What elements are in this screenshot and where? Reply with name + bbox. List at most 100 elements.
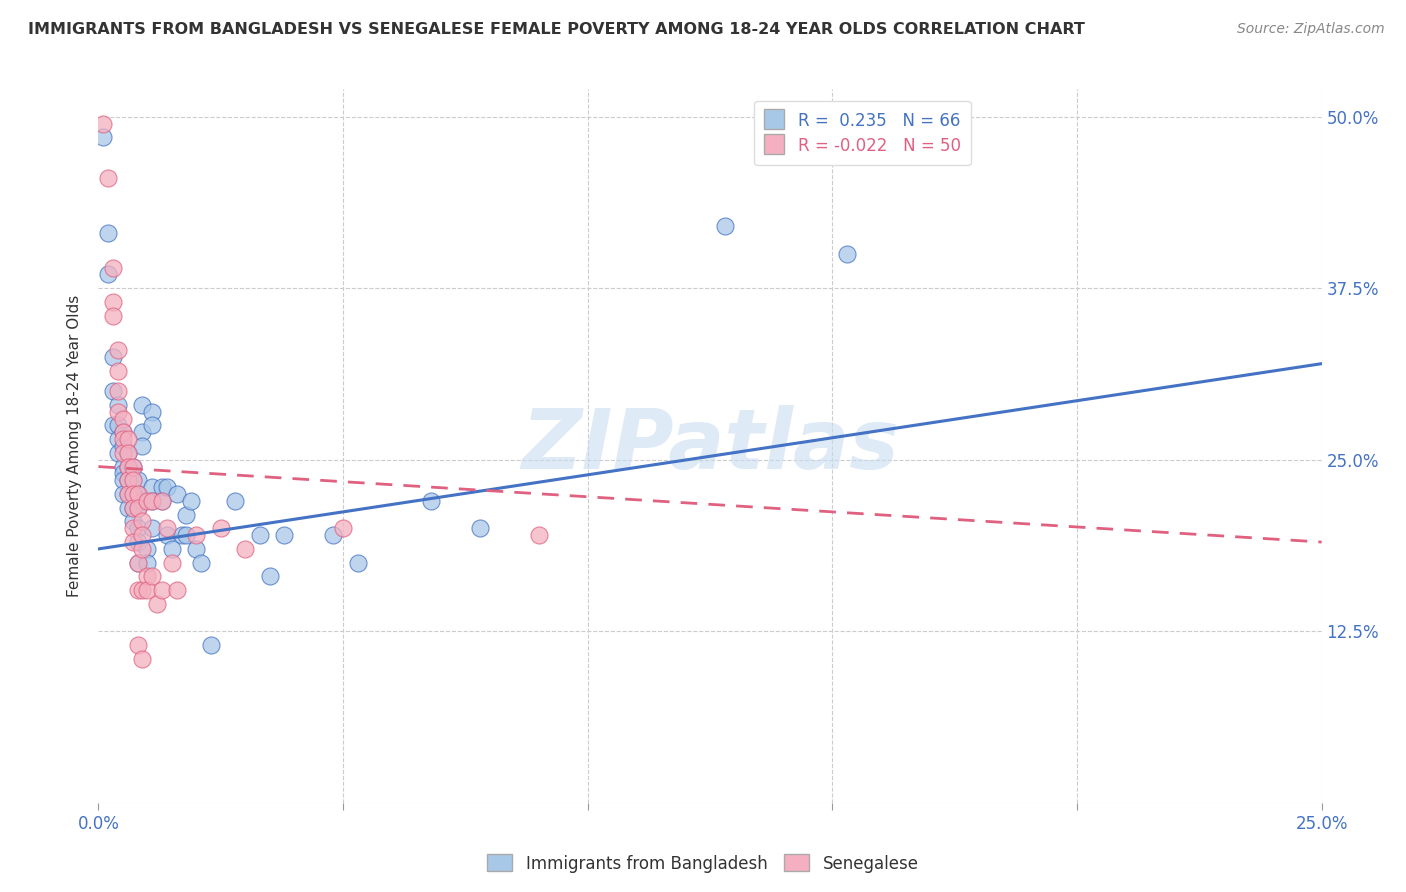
Point xyxy=(166,487,188,501)
Point xyxy=(136,556,159,570)
Point xyxy=(527,528,550,542)
Point xyxy=(127,556,149,570)
Point xyxy=(101,418,124,433)
Point xyxy=(111,425,134,440)
Point xyxy=(117,459,139,474)
Point xyxy=(117,473,139,487)
Point xyxy=(117,459,139,474)
Point xyxy=(136,569,159,583)
Text: Source: ZipAtlas.com: Source: ZipAtlas.com xyxy=(1237,22,1385,37)
Point xyxy=(176,528,198,542)
Point xyxy=(121,515,143,529)
Text: IMMIGRANTS FROM BANGLADESH VS SENEGALESE FEMALE POVERTY AMONG 18-24 YEAR OLDS CO: IMMIGRANTS FROM BANGLADESH VS SENEGALESE… xyxy=(28,22,1085,37)
Point xyxy=(127,535,149,549)
Point xyxy=(835,247,858,261)
Point xyxy=(121,473,143,487)
Point xyxy=(186,541,208,556)
Point xyxy=(111,446,134,460)
Point xyxy=(346,556,368,570)
Point xyxy=(117,473,139,487)
Point xyxy=(111,425,134,440)
Point xyxy=(97,268,120,282)
Point xyxy=(101,384,124,398)
Point xyxy=(131,541,153,556)
Point xyxy=(136,583,159,598)
Point xyxy=(107,363,129,377)
Point xyxy=(107,432,129,446)
Point xyxy=(141,480,163,494)
Point xyxy=(176,508,198,522)
Point xyxy=(127,583,149,598)
Legend: Immigrants from Bangladesh, Senegalese: Immigrants from Bangladesh, Senegalese xyxy=(481,847,925,880)
Point xyxy=(107,398,129,412)
Point xyxy=(150,494,173,508)
Point xyxy=(121,521,143,535)
Point xyxy=(160,556,183,570)
Point xyxy=(131,398,153,412)
Point xyxy=(91,130,114,145)
Point xyxy=(107,405,129,419)
Point xyxy=(150,583,173,598)
Point xyxy=(131,425,153,440)
Point xyxy=(156,521,179,535)
Point xyxy=(131,583,153,598)
Point xyxy=(141,494,163,508)
Point xyxy=(121,459,143,474)
Point xyxy=(121,487,143,501)
Point xyxy=(170,528,193,542)
Point xyxy=(131,651,153,665)
Text: ZIPatlas: ZIPatlas xyxy=(522,406,898,486)
Point xyxy=(141,418,163,433)
Point xyxy=(127,487,149,501)
Point xyxy=(141,569,163,583)
Point xyxy=(166,583,188,598)
Point xyxy=(107,446,129,460)
Point xyxy=(97,227,120,241)
Point xyxy=(97,171,120,186)
Point xyxy=(186,528,208,542)
Point xyxy=(107,418,129,433)
Point xyxy=(121,500,143,515)
Point xyxy=(131,439,153,453)
Point xyxy=(160,541,183,556)
Point xyxy=(233,541,256,556)
Point xyxy=(156,480,179,494)
Point xyxy=(127,500,149,515)
Point xyxy=(111,459,134,474)
Point xyxy=(209,521,232,535)
Point xyxy=(180,494,202,508)
Point xyxy=(117,432,139,446)
Point xyxy=(121,459,143,474)
Point xyxy=(141,521,163,535)
Point xyxy=(101,309,124,323)
Point xyxy=(127,500,149,515)
Point xyxy=(101,260,124,275)
Point xyxy=(117,487,139,501)
Point xyxy=(131,494,153,508)
Point xyxy=(141,494,163,508)
Point xyxy=(156,528,179,542)
Point xyxy=(713,219,735,234)
Point xyxy=(322,528,344,542)
Point xyxy=(101,294,124,309)
Point xyxy=(259,569,281,583)
Point xyxy=(131,515,153,529)
Point xyxy=(127,487,149,501)
Point xyxy=(117,446,139,460)
Point xyxy=(127,521,149,535)
Point xyxy=(468,521,491,535)
Point xyxy=(146,597,169,611)
Point xyxy=(121,473,143,487)
Point xyxy=(141,405,163,419)
Point xyxy=(273,528,295,542)
Point xyxy=(117,487,139,501)
Point xyxy=(249,528,271,542)
Point xyxy=(111,467,134,481)
Point xyxy=(111,473,134,487)
Point xyxy=(190,556,212,570)
Point xyxy=(101,350,124,364)
Point xyxy=(91,116,114,130)
Point xyxy=(111,411,134,425)
Point xyxy=(121,535,143,549)
Point xyxy=(111,487,134,501)
